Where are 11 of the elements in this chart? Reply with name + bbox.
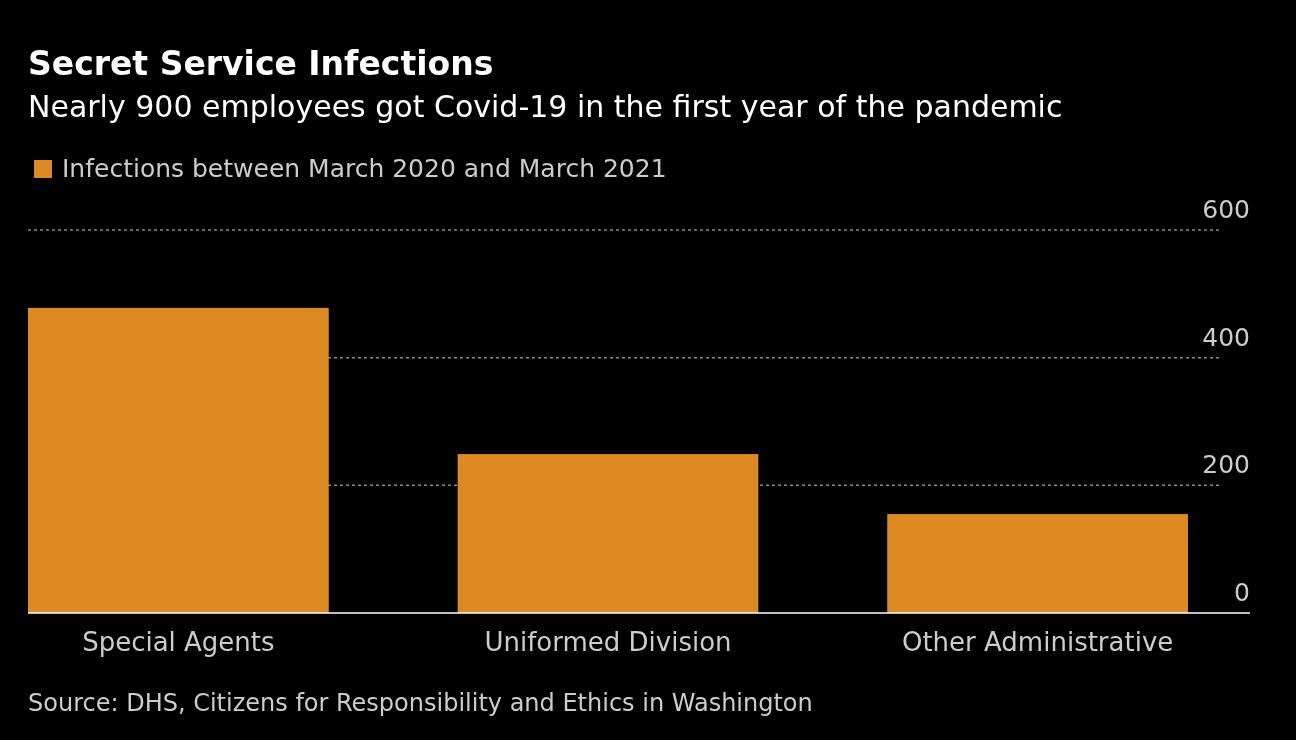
x-tick-label: Uniformed Division (484, 627, 732, 657)
chart-title: Secret Service Infections (28, 44, 494, 83)
source-note: Source: DHS, Citizens for Responsibility and Ethics in Washington (28, 689, 813, 717)
chart-subtitle: Nearly 900 employees got Covid-19 in the first year of the pandemic (28, 89, 1063, 124)
y-tick-label: 200 (1202, 450, 1250, 480)
x-tick-label: Other Administrative (901, 627, 1174, 657)
y-tick-label: 600 (1202, 195, 1250, 224)
y-tick-label: 400 (1202, 322, 1250, 352)
y-tick-label: 0 (1234, 578, 1250, 607)
x-tick-label: Special Agents (82, 627, 275, 657)
legend-label: Infections between March 2020 and March 2021 (62, 154, 667, 183)
